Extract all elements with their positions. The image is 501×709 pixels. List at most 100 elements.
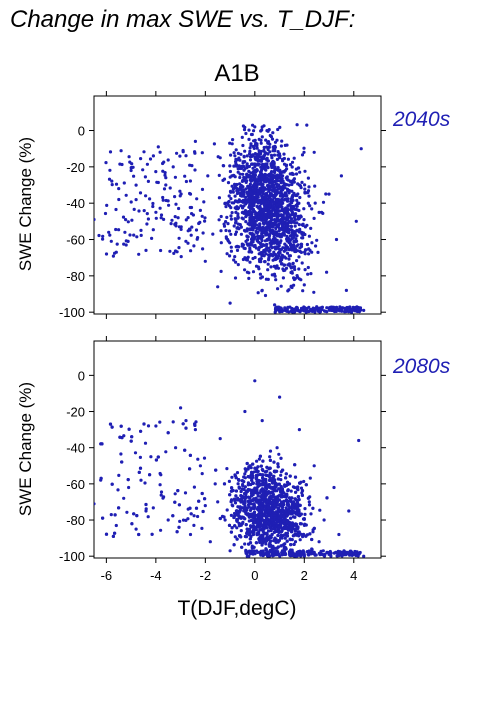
data-point — [265, 515, 269, 519]
data-point — [269, 179, 273, 183]
data-point — [287, 254, 291, 258]
y-axis-label-2080s: SWE Change (%) — [16, 382, 35, 516]
data-point — [236, 200, 240, 204]
data-point — [297, 267, 301, 271]
data-point — [270, 501, 274, 505]
data-point — [159, 493, 163, 497]
data-point — [287, 191, 291, 195]
data-point — [243, 467, 247, 471]
data-point — [251, 166, 255, 170]
data-point — [200, 472, 204, 476]
data-point — [222, 515, 226, 519]
data-point — [267, 544, 272, 548]
data-point — [283, 536, 287, 540]
data-point — [284, 498, 289, 502]
data-point — [241, 257, 245, 262]
data-point — [269, 217, 273, 221]
data-point — [255, 491, 259, 495]
data-point — [262, 154, 266, 158]
data-point — [114, 523, 118, 528]
data-point — [306, 176, 310, 180]
data-point — [212, 142, 216, 146]
data-point — [192, 514, 196, 518]
data-point — [126, 220, 130, 224]
data-point — [101, 516, 105, 520]
data-point — [249, 142, 253, 146]
data-point — [103, 211, 108, 216]
data-point — [270, 518, 274, 522]
data-point — [350, 307, 354, 311]
data-point — [257, 214, 261, 219]
data-point — [232, 151, 236, 155]
data-point — [268, 455, 272, 459]
data-point — [188, 163, 192, 167]
data-point — [232, 224, 236, 228]
data-point — [279, 478, 283, 482]
data-point — [162, 217, 166, 221]
data-point — [274, 521, 278, 525]
data-point — [293, 540, 298, 544]
data-point — [127, 155, 131, 159]
data-point — [183, 491, 188, 495]
data-point — [336, 550, 340, 555]
data-point — [291, 193, 295, 197]
data-point — [291, 172, 295, 176]
data-point — [188, 205, 192, 210]
data-point — [248, 182, 252, 186]
data-point — [272, 153, 277, 157]
data-point — [252, 183, 256, 187]
data-point — [149, 455, 153, 459]
data-point — [132, 233, 136, 237]
data-point — [232, 164, 236, 168]
data-point — [254, 212, 258, 217]
data-point — [184, 218, 188, 222]
data-point — [257, 479, 261, 483]
data-point — [259, 158, 263, 162]
data-point — [307, 185, 311, 189]
data-point — [279, 232, 284, 236]
data-point — [116, 488, 120, 492]
data-point — [271, 253, 275, 257]
data-point — [156, 145, 160, 149]
data-point — [354, 219, 358, 223]
data-point — [132, 207, 136, 211]
data-point — [302, 479, 306, 484]
data-point — [275, 241, 279, 246]
data-point — [267, 551, 271, 555]
data-point — [203, 497, 207, 501]
data-point — [273, 536, 277, 540]
data-point — [328, 552, 333, 556]
data-point — [256, 178, 260, 182]
data-point — [309, 226, 313, 230]
data-point — [302, 150, 306, 154]
data-point — [258, 242, 263, 246]
x-tick-label: -4 — [150, 568, 162, 583]
data-point — [283, 169, 287, 173]
data-point — [115, 242, 119, 246]
data-point — [265, 499, 270, 504]
data-point — [285, 175, 289, 179]
data-point — [286, 178, 290, 182]
data-point — [268, 541, 272, 546]
data-point — [312, 150, 316, 154]
data-point — [293, 277, 297, 281]
data-point — [307, 503, 312, 507]
data-point — [201, 247, 205, 251]
data-point — [318, 308, 322, 312]
data-point — [213, 482, 217, 486]
data-point — [189, 249, 193, 253]
data-point — [259, 260, 263, 264]
data-point — [223, 518, 227, 522]
data-point — [156, 455, 160, 459]
data-point — [268, 238, 272, 242]
y-axis-label-2040s: SWE Change (%) — [16, 137, 35, 271]
data-point — [292, 283, 296, 287]
data-point — [258, 540, 262, 545]
data-point — [241, 161, 245, 165]
data-point — [288, 219, 293, 223]
data-point — [218, 437, 222, 441]
data-point — [246, 483, 250, 487]
data-point — [293, 515, 297, 519]
data-point — [268, 225, 272, 229]
data-point — [278, 204, 282, 209]
